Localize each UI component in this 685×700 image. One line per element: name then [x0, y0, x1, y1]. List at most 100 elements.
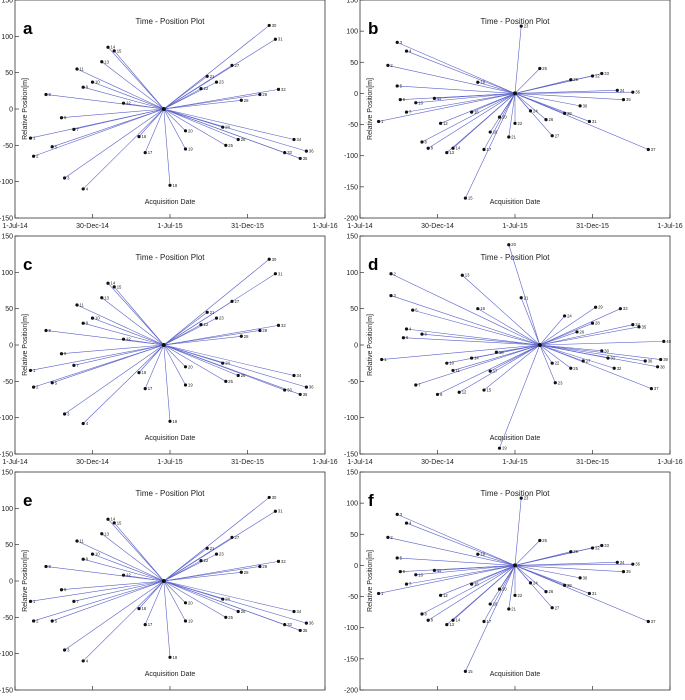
- x-tick-label: 1-Jul-15: [157, 459, 182, 466]
- point-label: 20: [502, 115, 507, 120]
- point-label: 10: [418, 572, 423, 577]
- data-point: [615, 560, 619, 564]
- point-label: 19: [480, 552, 485, 557]
- point-label: 36: [648, 358, 653, 363]
- data-point: [224, 379, 228, 383]
- data-point: [90, 80, 95, 84]
- point-label: 34: [297, 137, 302, 142]
- point-label: 23: [524, 24, 529, 29]
- point-label: 23: [558, 380, 563, 385]
- data-point: [590, 546, 595, 550]
- point-label: 5: [415, 308, 418, 313]
- point-label: 3: [67, 412, 70, 417]
- point-label: 3: [400, 512, 403, 517]
- point-label: 26: [549, 117, 554, 122]
- data-point: [221, 125, 225, 129]
- point-label: 23: [524, 496, 529, 501]
- data-point: [298, 392, 302, 397]
- series-line: [539, 308, 621, 346]
- data-point: [563, 314, 567, 318]
- data-point: [168, 655, 172, 659]
- y-tick-label: -100: [0, 415, 13, 422]
- series-line: [138, 108, 165, 137]
- series-line: [163, 566, 260, 582]
- series-line: [415, 93, 516, 104]
- data-point: [463, 669, 467, 673]
- data-point: [214, 316, 219, 320]
- point-label: 22: [204, 86, 209, 91]
- point-label: 10: [449, 361, 454, 366]
- y-tick-label: -100: [344, 415, 358, 422]
- data-point: [600, 543, 604, 548]
- point-label: 11: [437, 96, 442, 101]
- x-tick-label: 30-Dec-14: [421, 459, 454, 466]
- y-tick-label: 150: [1, 0, 13, 5]
- series-line: [52, 108, 164, 148]
- series-line: [163, 497, 270, 582]
- series-line: [163, 99, 242, 110]
- data-point: [497, 587, 502, 591]
- point-label: 10: [95, 80, 100, 85]
- data-point: [569, 78, 573, 82]
- point-label: 31: [278, 271, 283, 276]
- y-tick-label: 150: [1, 470, 13, 477]
- center-point: [161, 107, 166, 111]
- data-point: [646, 147, 650, 152]
- data-point: [168, 183, 172, 187]
- y-axis-label: Relative Position[m]: [22, 550, 29, 612]
- center-point: [537, 343, 542, 347]
- point-label: 26: [549, 589, 554, 594]
- point-label: 38: [660, 364, 665, 369]
- series-line: [514, 93, 624, 100]
- point-label: 32: [617, 366, 622, 371]
- series-line: [397, 557, 516, 566]
- point-label: 12: [443, 121, 448, 126]
- series-line: [514, 565, 624, 572]
- point-label: 30: [583, 575, 588, 580]
- series-line: [452, 565, 516, 621]
- series-line: [163, 571, 242, 582]
- point-label: 6: [64, 351, 67, 356]
- series-line: [163, 108, 301, 159]
- point-label: 2: [36, 385, 39, 390]
- series-line: [45, 94, 164, 110]
- data-point: [470, 582, 474, 586]
- point-label: 20: [502, 587, 507, 592]
- data-point: [476, 307, 480, 311]
- point-label: 25: [573, 366, 578, 371]
- point-label: 34: [297, 609, 302, 614]
- point-label: 25: [228, 143, 233, 148]
- point-label: 5: [55, 618, 58, 623]
- data-point: [168, 419, 172, 423]
- data-point: [600, 349, 604, 353]
- point-label: 4: [409, 49, 412, 54]
- data-point: [230, 63, 234, 67]
- data-point: [482, 388, 486, 392]
- point-label: 33: [287, 150, 292, 155]
- point-label: 30: [272, 257, 277, 262]
- point-label: 31: [278, 37, 283, 42]
- point-label: 10: [95, 316, 100, 321]
- data-point: [236, 373, 240, 378]
- data-point: [112, 521, 116, 525]
- data-point: [507, 135, 511, 139]
- series-line: [406, 93, 516, 113]
- series-line: [421, 565, 516, 615]
- series-line: [52, 580, 164, 622]
- point-label: 33: [623, 306, 628, 311]
- point-label: 3: [67, 176, 70, 181]
- data-point: [606, 356, 610, 360]
- data-point: [236, 137, 240, 142]
- point-label: 11: [80, 67, 85, 72]
- point-label: 22: [204, 558, 209, 563]
- series-line: [163, 317, 217, 346]
- point-label: 20: [188, 364, 193, 369]
- data-point: [615, 88, 619, 92]
- data-point: [221, 361, 225, 365]
- point-label: 12: [462, 390, 467, 395]
- series-line: [76, 540, 164, 582]
- series-line: [437, 344, 540, 395]
- data-point: [528, 109, 533, 113]
- point-label: 31: [592, 591, 597, 596]
